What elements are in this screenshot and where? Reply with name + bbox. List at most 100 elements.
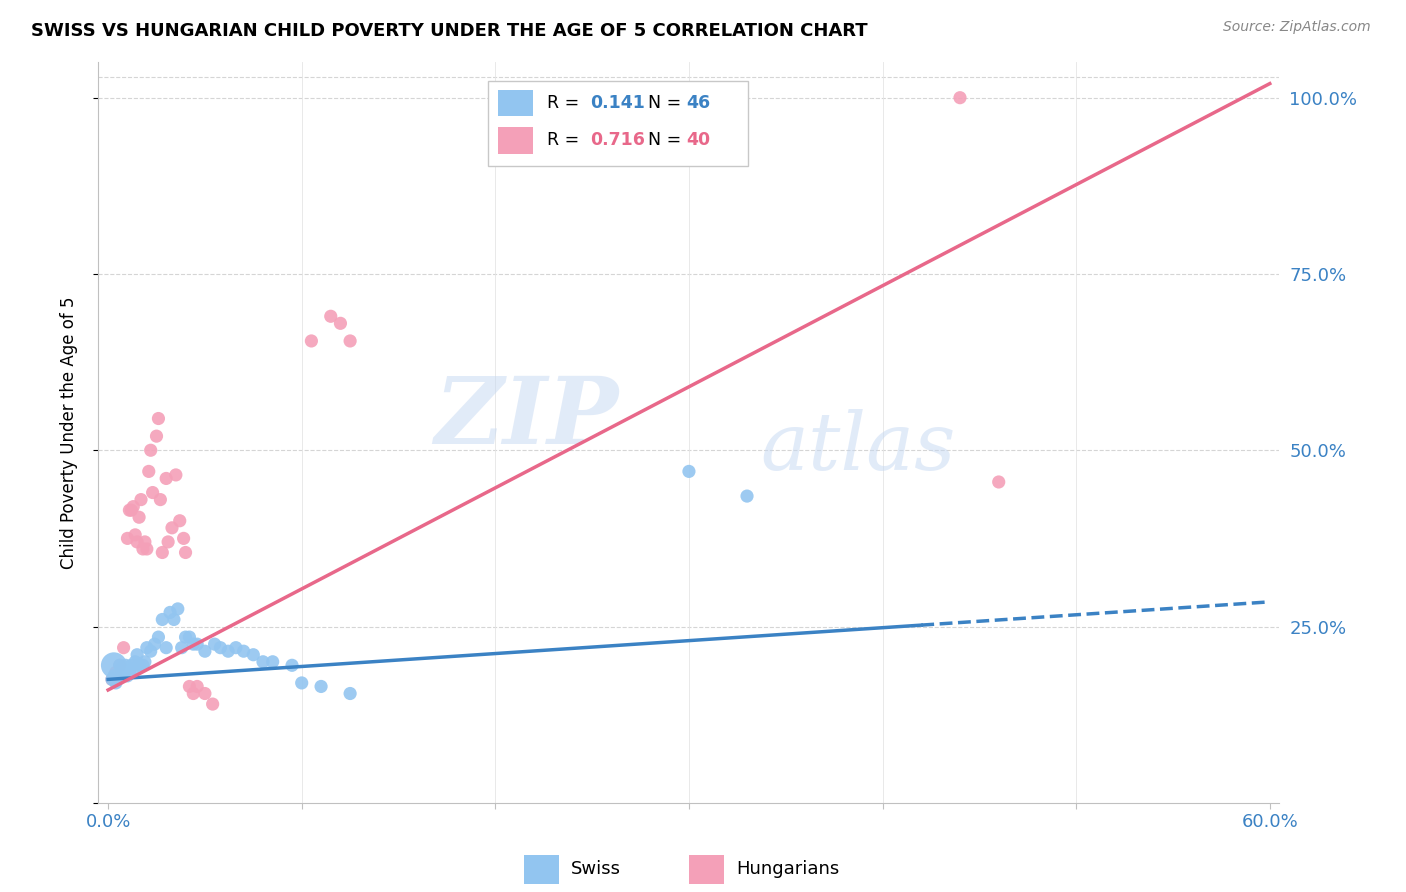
Point	[201, 697, 224, 711]
Point	[128, 658, 150, 673]
Point	[114, 658, 136, 673]
Point	[217, 644, 239, 658]
Point	[101, 673, 124, 687]
Text: SWISS VS HUNGARIAN CHILD POVERTY UNDER THE AGE OF 5 CORRELATION CHART: SWISS VS HUNGARIAN CHILD POVERTY UNDER T…	[31, 22, 868, 40]
Point	[157, 535, 180, 549]
Point	[987, 475, 1010, 489]
Point	[111, 662, 134, 676]
Point	[145, 429, 167, 443]
Point	[132, 541, 155, 556]
Point	[117, 669, 139, 683]
Point	[103, 669, 125, 683]
Text: 40: 40	[686, 131, 710, 149]
Point	[339, 686, 361, 700]
Point	[124, 655, 146, 669]
Point	[204, 637, 226, 651]
Text: Source: ZipAtlas.com: Source: ZipAtlas.com	[1223, 20, 1371, 34]
Point	[160, 521, 183, 535]
Point	[173, 532, 195, 546]
FancyBboxPatch shape	[689, 855, 724, 884]
Point	[174, 630, 197, 644]
Point	[104, 665, 127, 680]
Point	[209, 640, 232, 655]
Text: ZIP: ZIP	[434, 373, 619, 463]
Point	[128, 510, 150, 524]
Text: N =: N =	[648, 95, 686, 112]
Y-axis label: Child Poverty Under the Age of 5: Child Poverty Under the Age of 5	[59, 296, 77, 569]
Point	[108, 658, 131, 673]
Point	[319, 310, 342, 324]
Point	[194, 644, 217, 658]
Point	[159, 606, 181, 620]
Point	[139, 443, 162, 458]
Point	[148, 630, 170, 644]
Point	[309, 680, 332, 694]
Point	[252, 655, 274, 669]
Point	[678, 464, 700, 478]
Point	[120, 658, 142, 673]
Point	[735, 489, 758, 503]
Point	[155, 640, 177, 655]
Point	[103, 658, 125, 673]
Point	[112, 665, 135, 680]
Point	[150, 545, 173, 559]
Point	[174, 545, 197, 559]
Point	[117, 532, 139, 546]
Point	[339, 334, 361, 348]
Point	[949, 91, 972, 105]
Point	[122, 662, 145, 676]
Text: Hungarians: Hungarians	[737, 861, 839, 879]
Text: 0.141: 0.141	[589, 95, 644, 112]
Text: R =: R =	[547, 95, 585, 112]
Point	[149, 492, 172, 507]
Point	[179, 680, 201, 694]
Point	[148, 411, 170, 425]
Point	[101, 673, 124, 687]
Point	[118, 503, 141, 517]
Point	[138, 464, 160, 478]
Point	[299, 334, 322, 348]
Text: 0.716: 0.716	[589, 131, 644, 149]
Point	[225, 640, 247, 655]
Point	[181, 686, 204, 700]
Point	[143, 637, 166, 651]
Point	[169, 514, 191, 528]
FancyBboxPatch shape	[523, 855, 560, 884]
Point	[112, 640, 135, 655]
Text: R =: R =	[547, 131, 585, 149]
Point	[262, 655, 284, 669]
Point	[291, 676, 314, 690]
FancyBboxPatch shape	[488, 81, 748, 166]
Point	[124, 528, 146, 542]
Point	[181, 637, 204, 651]
Text: N =: N =	[648, 131, 686, 149]
Point	[107, 673, 129, 687]
Point	[132, 658, 155, 673]
Point	[232, 644, 254, 658]
Text: Swiss: Swiss	[571, 861, 621, 879]
FancyBboxPatch shape	[498, 90, 533, 117]
Point	[129, 492, 152, 507]
Point	[329, 316, 352, 330]
Point	[163, 612, 186, 626]
Point	[281, 658, 304, 673]
Text: 46: 46	[686, 95, 710, 112]
Point	[135, 541, 157, 556]
Point	[120, 503, 142, 517]
Point	[179, 630, 201, 644]
Point	[166, 602, 188, 616]
Point	[104, 676, 127, 690]
Point	[165, 467, 187, 482]
Point	[134, 655, 156, 669]
Point	[186, 637, 208, 651]
Point	[127, 535, 149, 549]
Point	[108, 658, 131, 673]
Point	[155, 471, 177, 485]
Point	[242, 648, 264, 662]
Point	[142, 485, 165, 500]
Point	[118, 665, 141, 680]
Point	[127, 648, 149, 662]
Point	[139, 644, 162, 658]
Text: atlas: atlas	[759, 409, 955, 486]
Point	[194, 686, 217, 700]
